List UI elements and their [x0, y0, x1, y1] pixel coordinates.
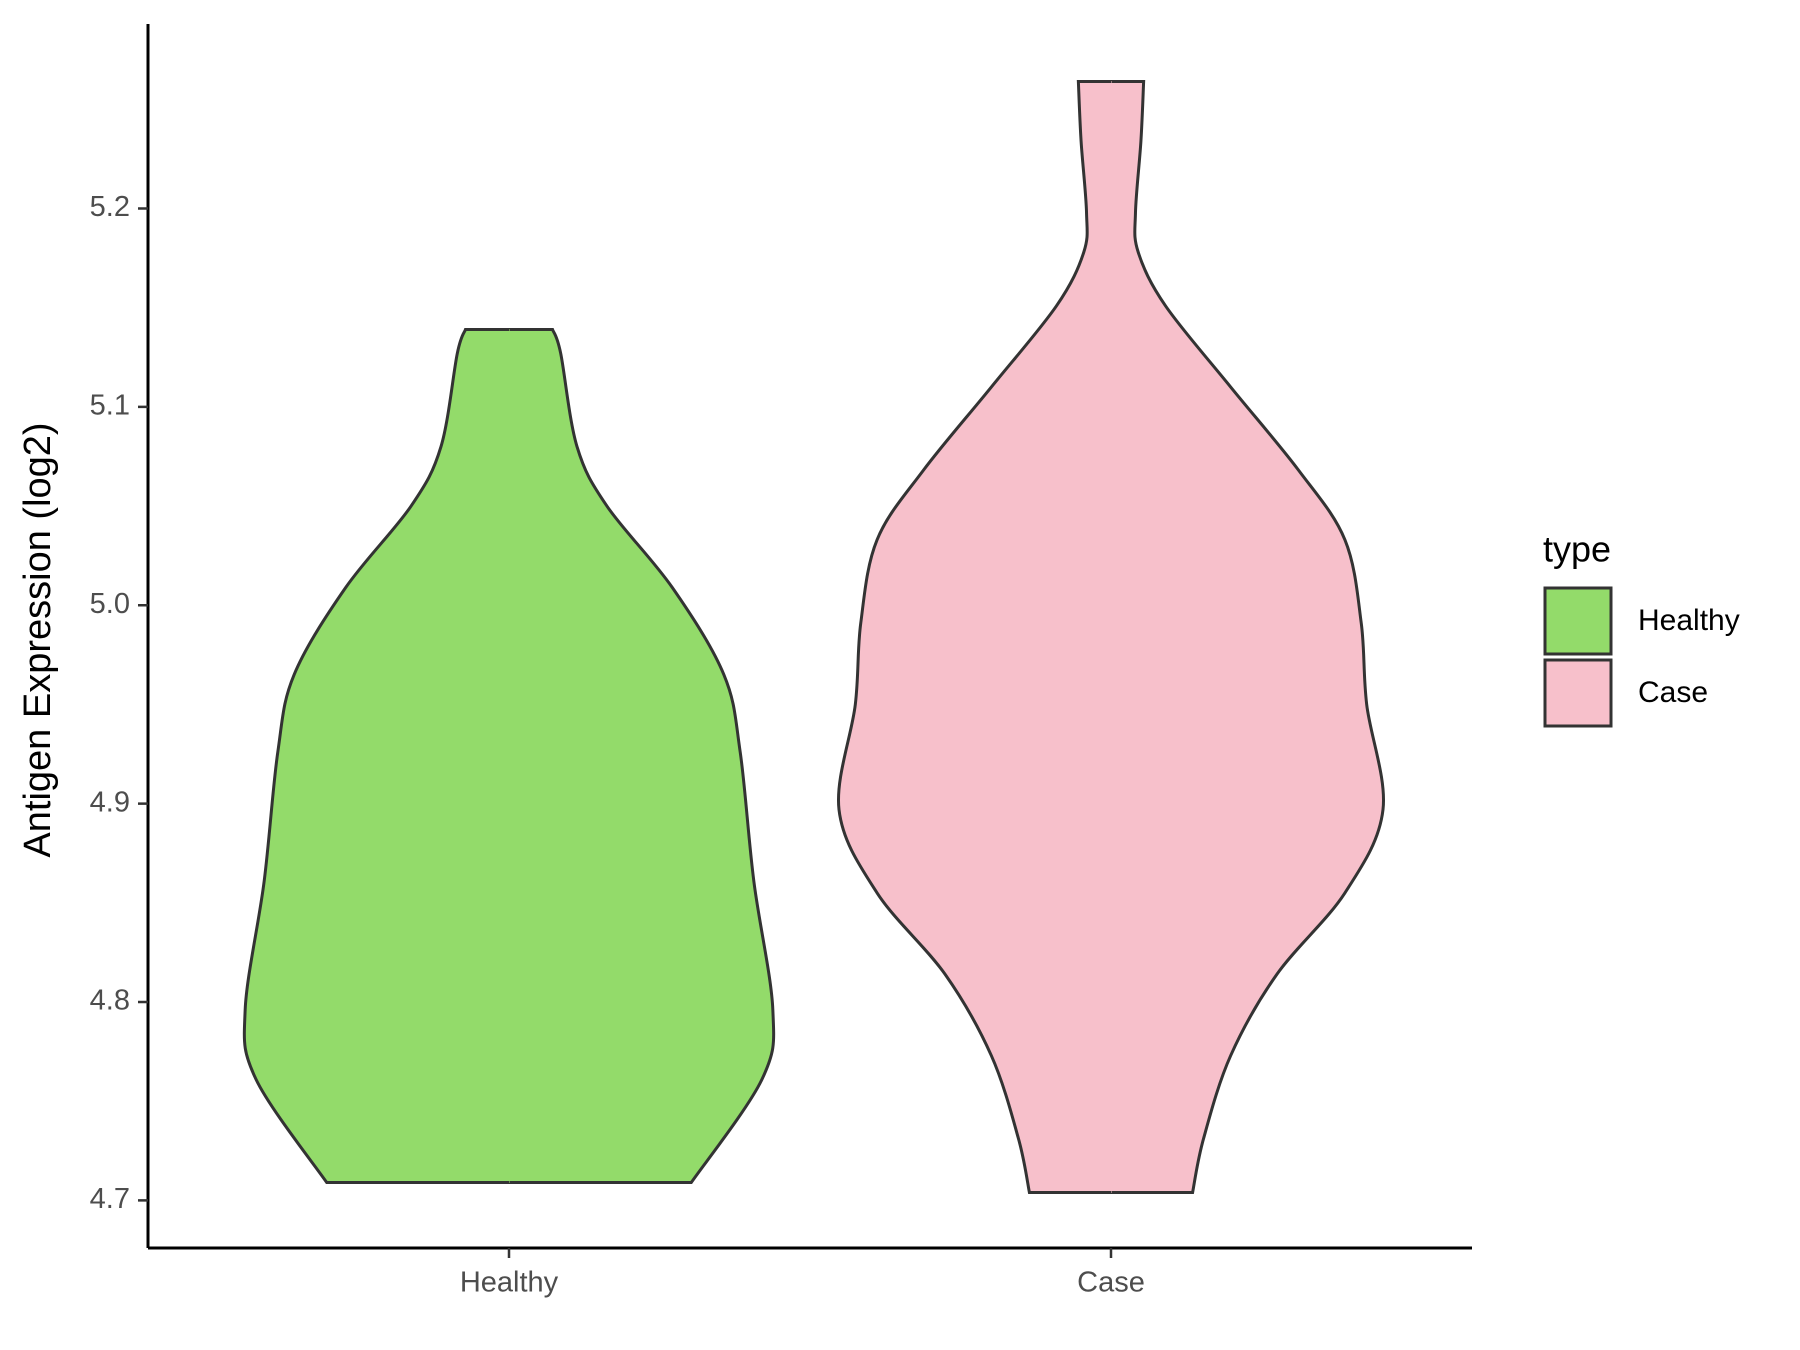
- violin-body: [1110, 81, 1385, 1193]
- violin-outline: [1111, 80, 1386, 1194]
- violin-outline: [242, 328, 509, 1185]
- violin-body: [837, 81, 1112, 1193]
- y-tick-label: 5.1: [90, 390, 130, 422]
- legend-key: [1543, 586, 1613, 656]
- y-tick-label: 4.7: [90, 1183, 130, 1215]
- violin-outline: [836, 80, 1111, 1194]
- violin-body: [243, 329, 510, 1184]
- y-tick-label: 4.9: [90, 786, 130, 818]
- y-tick-label: 5.0: [90, 588, 130, 620]
- y-tick-label: 4.8: [90, 985, 130, 1017]
- y-axis-title: Antigen Expression (log2): [17, 422, 59, 857]
- legend-title: type: [1543, 529, 1611, 570]
- violin-body: [508, 329, 775, 1184]
- legend-key: [1543, 658, 1613, 728]
- x-tick-label: Healthy: [460, 1267, 559, 1299]
- violin-outline: [509, 328, 776, 1185]
- x-tick-label: Case: [1077, 1267, 1145, 1299]
- legend-label: Case: [1638, 676, 1708, 709]
- y-tick-label: 5.2: [90, 191, 130, 223]
- legend-label: Healthy: [1638, 604, 1740, 637]
